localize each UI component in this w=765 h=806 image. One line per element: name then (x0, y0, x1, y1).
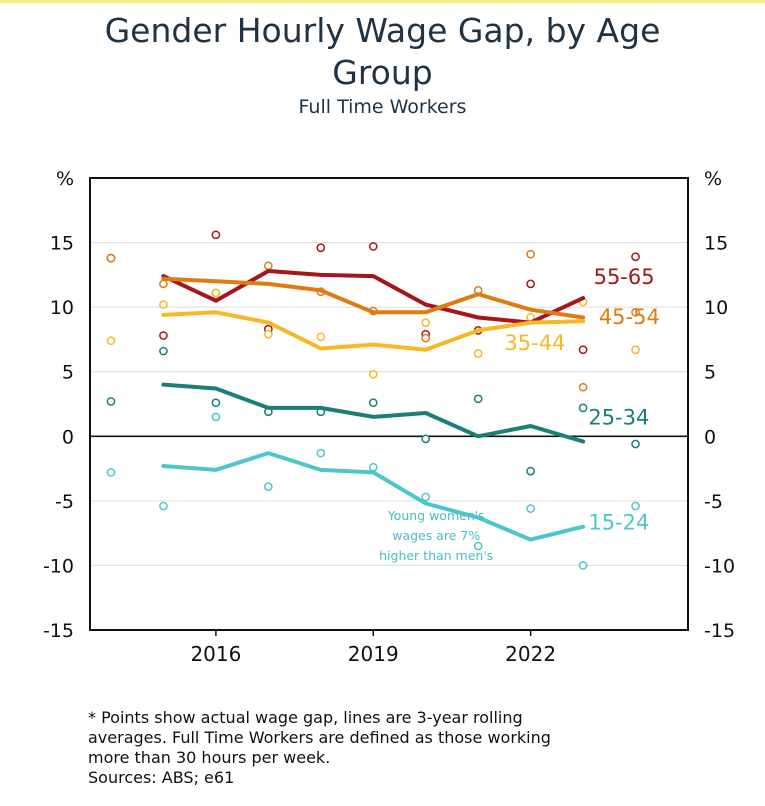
chart-title: Gender Hourly Wage Gap, by Age Group (104, 11, 661, 92)
data-point-15-24 (159, 501, 168, 511)
data-point-35-44 (264, 329, 273, 339)
y-tick-label-right: 5 (704, 362, 716, 384)
data-point-35-44 (106, 336, 116, 346)
data-point-15-24 (264, 482, 273, 492)
y-tick-label-left: 15 (50, 233, 74, 255)
plot-frame (89, 177, 689, 631)
rolling-average-line-15-24 (161, 451, 586, 542)
y-tick-label-right: -15 (704, 620, 735, 642)
series-label-35-44: 35-44 (504, 331, 565, 355)
rolling-average-line-25-34 (161, 382, 586, 444)
series-label-45-54: 45-54 (599, 305, 660, 329)
data-point-45-54 (421, 333, 431, 343)
series-label-25-34: 25-34 (588, 406, 649, 430)
data-point-25-34 (631, 439, 640, 449)
data-point-25-34 (368, 398, 378, 408)
y-tick-label-right: 15 (704, 233, 728, 255)
rolling-average-line-35-44 (161, 310, 586, 352)
annotation-line: wages are 7% (392, 528, 480, 543)
top-accent-line (0, 0, 765, 3)
y-unit-label-left: % (56, 168, 74, 190)
y-tick-label-left: -10 (43, 555, 74, 577)
data-point-45-54 (264, 261, 273, 271)
footnote-line-1: * Points show actual wage gap, lines are… (88, 708, 523, 727)
annotation-line: Young women's (387, 508, 485, 523)
y-tick-label-right: 0 (704, 426, 716, 448)
data-point-55-65 (159, 331, 168, 340)
data-point-35-44 (368, 369, 378, 379)
data-point-25-34 (421, 434, 431, 444)
data-point-35-44 (631, 345, 640, 355)
data-point-25-34 (526, 466, 535, 476)
data-point-25-34 (211, 398, 221, 408)
data-point-55-65 (631, 252, 640, 262)
data-point-55-65 (368, 242, 378, 251)
data-point-15-24 (631, 501, 640, 511)
x-tick-label: 2022 (505, 642, 556, 665)
data-point-45-54 (159, 279, 168, 289)
y-tick-label-right: 10 (704, 297, 728, 319)
y-tick-label-left: -15 (43, 620, 74, 642)
footnote: * Points show actual wage gap, lines are… (88, 708, 648, 788)
data-point-25-34 (106, 397, 116, 406)
y-tick-label-left: -5 (55, 491, 74, 513)
y-tick-label-left: 5 (62, 362, 74, 384)
data-point-35-44 (473, 349, 483, 358)
data-point-35-44 (316, 332, 326, 342)
rolling-average-line-45-54 (161, 276, 586, 320)
data-point-15-24 (421, 492, 431, 502)
data-point-35-44 (159, 300, 168, 309)
data-point-15-24 (578, 561, 588, 570)
data-point-25-34 (578, 403, 588, 413)
data-point-15-24 (368, 462, 378, 472)
data-point-55-65 (526, 279, 535, 289)
data-point-25-34 (159, 346, 168, 356)
footnote-line-2: averages. Full Time Workers are defined … (88, 728, 551, 747)
data-point-55-65 (211, 230, 221, 240)
data-point-45-54 (526, 249, 535, 259)
data-point-15-24 (316, 448, 326, 458)
series-label-55-65: 55-65 (594, 265, 655, 289)
data-point-15-24 (526, 504, 535, 513)
y-tick-label-right: -10 (704, 555, 735, 577)
data-point-45-54 (106, 253, 116, 263)
footnote-sources: Sources: ABS; e61 (88, 768, 235, 787)
data-point-45-54 (631, 307, 640, 317)
data-point-35-44 (421, 318, 431, 327)
series-label-15-24: 15-24 (588, 510, 649, 534)
y-unit-label-right: % (704, 168, 722, 190)
data-point-45-54 (578, 382, 588, 392)
data-point-25-34 (473, 394, 483, 404)
x-tick-label: 2016 (190, 642, 241, 665)
annotation-line: higher than men's (379, 548, 493, 563)
y-tick-label-left: 0 (62, 426, 74, 448)
data-point-15-24 (473, 541, 483, 551)
rolling-average-line-55-65 (161, 269, 586, 325)
data-point-15-24 (211, 412, 221, 422)
x-tick-label: 2019 (348, 642, 399, 665)
y-tick-label-right: -5 (704, 491, 723, 513)
chart-subtitle: Full Time Workers (298, 96, 467, 118)
data-point-55-65 (578, 345, 588, 355)
data-point-55-65 (316, 243, 326, 253)
data-point-35-44 (211, 288, 221, 298)
footnote-line-3: more than 30 hours per week. (88, 748, 331, 767)
data-point-15-24 (106, 468, 116, 477)
wage-gap-chart: -15 -15 -10 -10 -5 -5 0 0 5 5 10 10 15 15% % 2016 2019 20… (43, 168, 735, 665)
y-tick-label-left: 10 (50, 297, 74, 319)
